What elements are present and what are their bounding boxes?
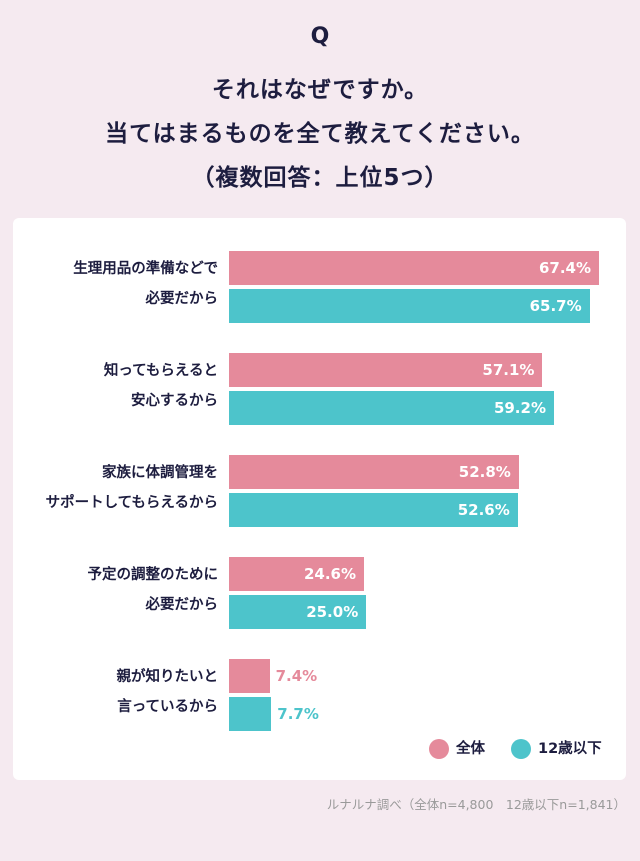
value-label-under12: 52.6%: [457, 501, 510, 519]
source-footnote: ルナルナ調べ（全体n=4,800 12歳以下n=1,841）: [326, 797, 626, 812]
bar-total: [229, 353, 543, 387]
value-label-under12: 25.0%: [306, 603, 359, 621]
value-label-total: 7.4%: [275, 667, 318, 685]
title-line-3: （複数回答：上位5つ）: [191, 165, 449, 191]
category-label: サポートしてもらえるから: [45, 495, 218, 511]
bar-total: [229, 455, 519, 489]
value-label-under12: 65.7%: [529, 297, 582, 315]
title-line-2: 当てはまるものを全て教えてください。: [105, 121, 535, 147]
value-label-total: 67.4%: [538, 259, 591, 277]
category-label: 安心するから: [131, 393, 218, 409]
category-label: 知ってもらえると: [103, 363, 218, 379]
legend-label-under12: 12歳以下: [538, 741, 602, 757]
category-label: 予定の調整のために: [87, 567, 219, 583]
category-label: 必要だから: [145, 291, 219, 307]
bar-under12: [229, 697, 272, 731]
bar-total: [229, 557, 365, 591]
category-label: 必要だから: [145, 597, 219, 613]
value-label-total: 24.6%: [303, 565, 357, 583]
category-label: 親が知りたいと: [116, 669, 219, 685]
value-label-total: 52.8%: [458, 463, 511, 481]
legend-swatch-total: [429, 739, 449, 759]
bar-total: [229, 251, 599, 285]
legend-swatch-under12: [511, 739, 531, 759]
bar-under12: [229, 595, 367, 629]
category-label: 家族に体調管理を: [102, 465, 218, 481]
value-label-under12: 7.7%: [277, 705, 319, 723]
title-line-1: それはなぜですか。: [211, 77, 429, 103]
question-mark: Q: [310, 24, 330, 49]
bar-under12: [229, 289, 590, 323]
category-label: 生理用品の準備などで: [73, 261, 218, 277]
category-label: 言っているから: [117, 699, 218, 715]
value-label-total: 57.1%: [482, 361, 535, 379]
bar-under12: [229, 391, 554, 425]
bar-total: [229, 659, 270, 693]
value-label-under12: 59.2%: [493, 399, 546, 417]
bar-under12: [229, 493, 518, 527]
legend-label-total: 全体: [456, 741, 485, 757]
